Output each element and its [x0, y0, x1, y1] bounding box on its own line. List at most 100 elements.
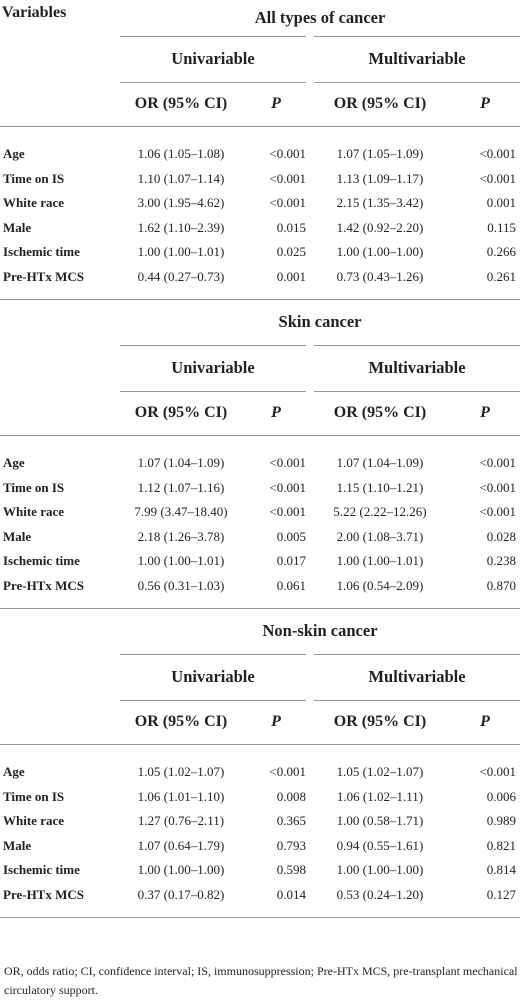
results-table: Variables All types of cancer Univariabl… [0, 4, 521, 918]
uni-or-cell: 2.18 (1.26–3.78) [137, 528, 225, 544]
uni-p-cell: <0.001 [269, 195, 306, 211]
multi-or-cell: 1.06 (0.54–2.09) [336, 577, 424, 593]
multi-or-cell: 1.05 (1.02–1.07) [336, 764, 424, 780]
uni-p-cell: <0.001 [269, 479, 306, 495]
section-title: All types of cancer [254, 7, 386, 27]
uni-or-cell: 1.00 (1.00–1.01) [137, 553, 225, 569]
table-row: Time on IS 1.06 (1.01–1.10) 0.008 1.06 (1.0… [0, 785, 520, 810]
multi-or-cell: 1.15 (1.10–1.21) [336, 479, 424, 495]
multi-p-cell: 0.006 [486, 788, 517, 804]
uni-p-cell: <0.001 [269, 146, 306, 162]
multi-or-cell: 1.00 (1.00–1.00) [336, 244, 424, 260]
variable-cell: Time on IS [3, 170, 65, 186]
variable-cell: Pre-HTx MCS [3, 886, 84, 902]
uni-p-cell: <0.001 [269, 504, 306, 520]
variable-cell: Ischemic time [3, 553, 80, 569]
multi-p-cell: 0.989 [486, 813, 517, 829]
uni-p-cell: <0.001 [269, 170, 306, 186]
multi-p-cell: <0.001 [479, 764, 517, 780]
or-column-header: OR (95% CI) [120, 390, 242, 436]
variable-cell: Time on IS [3, 788, 65, 804]
multi-or-cell: 5.22 (2.22–12.26) [333, 504, 427, 520]
multi-p-cell: 0.870 [486, 577, 517, 593]
table-row: White race 7.99 (3.47–18.40) <0.001 5.22 (2… [0, 500, 520, 525]
uni-p-cell: 0.008 [276, 788, 306, 804]
section-title: Non-skin cancer [262, 621, 378, 640]
uni-or-cell: 3.00 (1.95–4.62) [137, 195, 225, 211]
multi-or-cell: 1.07 (1.05–1.09) [336, 146, 424, 162]
p-column-header: P [450, 81, 521, 127]
multivariable-header: Multivariable [306, 344, 521, 391]
multi-or-cell: 1.00 (1.00–1.01) [336, 553, 424, 569]
variable-cell: Male [3, 219, 32, 235]
variable-cell: Male [3, 528, 32, 544]
p-column-header: P [242, 81, 310, 127]
variable-cell: Male [3, 837, 32, 853]
section-title: Skin cancer [278, 312, 362, 331]
multi-p-cell: 0.261 [486, 268, 517, 284]
uni-or-cell: 1.12 (1.07–1.16) [137, 479, 225, 495]
table-row: Time on IS 1.10 (1.07–1.14) <0.001 1.13 (1.… [0, 167, 520, 192]
multi-or-cell: 1.07 (1.04–1.09) [336, 455, 424, 471]
variable-cell: Time on IS [3, 479, 65, 495]
variable-cell: Pre-HTx MCS [3, 268, 84, 284]
multi-p-cell: 0.821 [486, 837, 517, 853]
univariable-header: Univariable [120, 344, 314, 391]
multi-p-cell: 0.115 [487, 219, 517, 235]
multi-p-cell: <0.001 [479, 146, 517, 162]
variable-cell: Age [3, 455, 25, 471]
or-column-header: OR (95% CI) [310, 81, 450, 127]
variable-cell: Pre-HTx MCS [3, 577, 84, 593]
table-footnote: OR, odds ratio; CI, confidence interval;… [4, 964, 518, 997]
variable-cell: White race [3, 195, 65, 211]
variable-cell: White race [3, 504, 65, 520]
variable-cell: Ischemic time [3, 244, 80, 260]
multi-p-cell: 0.127 [486, 886, 517, 902]
uni-p-cell: 0.025 [276, 244, 306, 260]
univariable-header: Univariable [120, 35, 314, 82]
table-row: White race 1.27 (0.76–2.11) 0.365 1.00 (0.5… [0, 809, 520, 834]
uni-or-cell: 7.99 (3.47–18.40) [134, 504, 228, 520]
uni-or-cell: 1.07 (0.64–1.79) [137, 837, 225, 853]
multivariable-header: Multivariable [306, 653, 521, 700]
uni-p-cell: 0.793 [276, 837, 306, 853]
multi-or-cell: 1.13 (1.09–1.17) [336, 170, 424, 186]
uni-or-cell: 1.27 (0.76–2.11) [137, 813, 225, 829]
table-row: Pre-HTx MCS 0.37 (0.17–0.82) 0.014 0.53 (0.… [0, 883, 520, 908]
table-row: Age 1.06 (1.05–1.08) <0.001 1.07 (1.05–1.09… [0, 142, 520, 167]
multi-p-cell: <0.001 [479, 504, 517, 520]
multi-p-cell: <0.001 [479, 455, 517, 471]
table-row: Ischemic time 1.00 (1.00–1.01) 0.025 1.00 (… [0, 240, 520, 265]
uni-or-cell: 1.06 (1.05–1.08) [137, 146, 225, 162]
variables-header: Variables [2, 4, 67, 21]
table-row: Time on IS 1.12 (1.07–1.16) <0.001 1.15 (1.… [0, 476, 520, 501]
uni-p-cell: 0.365 [276, 813, 306, 829]
multi-or-cell: 0.94 (0.55–1.61) [336, 837, 424, 853]
multi-p-cell: 0.001 [486, 195, 517, 211]
uni-or-cell: 0.37 (0.17–0.82) [137, 886, 225, 902]
uni-p-cell: <0.001 [269, 455, 306, 471]
p-column-header: P [242, 699, 310, 745]
variable-cell: Age [3, 146, 25, 162]
table-row: Male 1.07 (0.64–1.79) 0.793 0.94 (0.55–1.61… [0, 834, 520, 859]
multi-or-cell: 1.00 (0.58–1.71) [336, 813, 424, 829]
multi-p-cell: <0.001 [479, 170, 517, 186]
uni-or-cell: 1.06 (1.01–1.10) [137, 788, 225, 804]
uni-or-cell: 0.44 (0.27–0.73) [137, 268, 225, 284]
uni-p-cell: 0.061 [276, 577, 306, 593]
uni-p-cell: 0.014 [276, 886, 306, 902]
table-row: Ischemic time 1.00 (1.00–1.01) 0.017 1.00 (… [0, 549, 520, 574]
uni-or-cell: 1.00 (1.00–1.00) [137, 862, 225, 878]
multi-or-cell: 1.00 (1.00–1.00) [336, 862, 424, 878]
multi-p-cell: 0.238 [486, 553, 517, 569]
p-column-header: P [242, 390, 310, 436]
variable-cell: Age [3, 764, 25, 780]
or-column-header: OR (95% CI) [120, 699, 242, 745]
uni-p-cell: 0.001 [276, 268, 306, 284]
multi-or-cell: 2.15 (1.35–3.42) [336, 195, 424, 211]
table-row: Pre-HTx MCS 0.56 (0.31–1.03) 0.061 1.06 (0.… [0, 574, 520, 599]
multi-p-cell: 0.028 [486, 528, 517, 544]
multi-or-cell: 0.53 (0.24–1.20) [336, 886, 424, 902]
multi-or-cell: 0.73 (0.43–1.26) [336, 268, 424, 284]
uni-p-cell: <0.001 [269, 764, 306, 780]
